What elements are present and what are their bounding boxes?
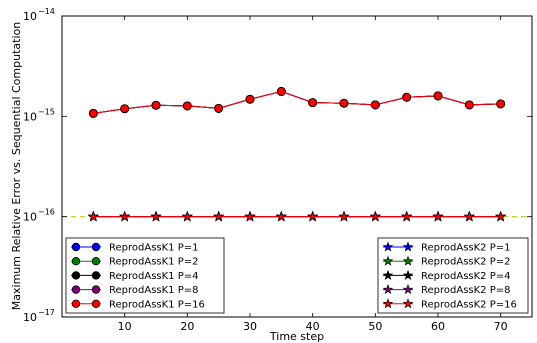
y-tick-label-base: 10 <box>23 10 37 23</box>
x-tick-label: 70 <box>494 320 508 333</box>
data-point <box>151 100 161 110</box>
legend-lower-right: ReprodAssK2 P=1 ReprodAssK2 P=2 ReprodAssK… <box>377 237 529 314</box>
x-tick-label: 30 <box>243 320 257 333</box>
legend-marker <box>382 241 394 252</box>
plot-frame <box>61 15 533 318</box>
legend-marker <box>71 257 81 266</box>
data-point <box>338 210 350 222</box>
legend-marker <box>402 283 414 295</box>
legend-label: ReprodAssK1 P=8 <box>109 285 199 296</box>
y-tick-label: 10 −16 <box>23 208 55 224</box>
data-point <box>182 101 192 111</box>
series-layer <box>87 87 507 222</box>
legend-label: ReprodAssK1 P=1 <box>109 243 199 254</box>
data-point <box>120 104 130 114</box>
x-tick-label: 50 <box>368 320 382 333</box>
legend-marker <box>402 298 414 309</box>
legend-label: ReprodAssK1 P=4 <box>109 271 199 282</box>
series-10 <box>87 210 507 222</box>
y-tick-label-base: 10 <box>23 211 37 224</box>
y-tick-label: 10 −14 <box>23 7 55 23</box>
data-point <box>307 210 319 222</box>
x-tick-label: 60 <box>431 320 445 333</box>
legend-label: ReprodAssK2 P=16 <box>421 299 517 310</box>
y-tick-label-base: 10 <box>23 311 37 324</box>
legend-label: ReprodAssK1 P=16 <box>109 299 205 310</box>
x-tick-label: 40 <box>306 320 320 333</box>
data-point <box>339 98 349 108</box>
legend-marker <box>91 299 101 308</box>
legend-marker <box>71 299 81 308</box>
legend-marker <box>382 298 394 309</box>
y-tick-label-exponent: −15 <box>38 107 55 116</box>
data-point <box>276 87 286 96</box>
data-point <box>495 210 507 222</box>
data-point <box>244 210 256 222</box>
y-tick-label-exponent: −14 <box>38 7 55 16</box>
data-point <box>275 210 287 222</box>
data-point <box>87 210 99 222</box>
data-point <box>464 100 474 110</box>
y-tick-label: 10 −15 <box>23 107 55 123</box>
series-5 <box>88 87 506 118</box>
data-point <box>433 91 443 101</box>
data-point <box>370 100 380 110</box>
data-point <box>245 94 255 104</box>
y-tick-label-exponent: −16 <box>38 208 55 217</box>
data-point <box>432 210 444 222</box>
data-point <box>214 103 224 113</box>
legend-layer: ReprodAssK1 P=1 ReprodAssK1 P=2 ReprodAssK… <box>65 237 529 314</box>
data-point <box>369 210 381 222</box>
legend-lower-left: ReprodAssK1 P=1 ReprodAssK1 P=2 ReprodAssK… <box>65 237 225 314</box>
legend-marker <box>91 257 101 266</box>
legend-marker <box>382 283 394 295</box>
legend-marker <box>71 242 81 252</box>
legend-marker <box>382 255 394 266</box>
legend-label: ReprodAssK2 P=2 <box>421 257 511 268</box>
x-tick-label: 20 <box>180 320 194 333</box>
legend-label: ReprodAssK2 P=4 <box>421 271 511 282</box>
y-tick-label-base: 10 <box>23 110 37 123</box>
legend-marker <box>402 269 414 280</box>
data-point <box>181 210 193 222</box>
x-tick-label: 10 <box>118 320 132 333</box>
legend-marker <box>71 285 81 294</box>
data-point <box>463 210 475 222</box>
series-line <box>93 90 501 114</box>
legend-label: ReprodAssK2 P=8 <box>421 285 511 296</box>
data-point <box>496 99 506 109</box>
y-axis-label: Maximum Relative Error vs. Sequential Co… <box>10 22 23 310</box>
data-point <box>88 108 98 118</box>
legend-label: ReprodAssK2 P=1 <box>421 243 511 254</box>
data-point <box>402 92 412 102</box>
x-axis-label: Time step <box>269 330 324 343</box>
y-tick-label: 10 −17 <box>23 308 55 324</box>
legend-marker <box>402 241 414 252</box>
data-point <box>401 210 413 222</box>
legend-marker <box>91 271 101 280</box>
legend-marker <box>402 255 414 266</box>
data-point <box>119 210 131 222</box>
legend-marker <box>91 285 101 294</box>
data-point <box>308 98 318 108</box>
y-tick-label-exponent: −17 <box>38 308 55 317</box>
data-point <box>150 210 162 222</box>
legend-marker <box>382 269 394 280</box>
legend-marker <box>91 242 101 252</box>
data-point <box>213 210 225 222</box>
legend-label: ReprodAssK1 P=2 <box>109 257 199 268</box>
legend-marker <box>71 271 81 280</box>
